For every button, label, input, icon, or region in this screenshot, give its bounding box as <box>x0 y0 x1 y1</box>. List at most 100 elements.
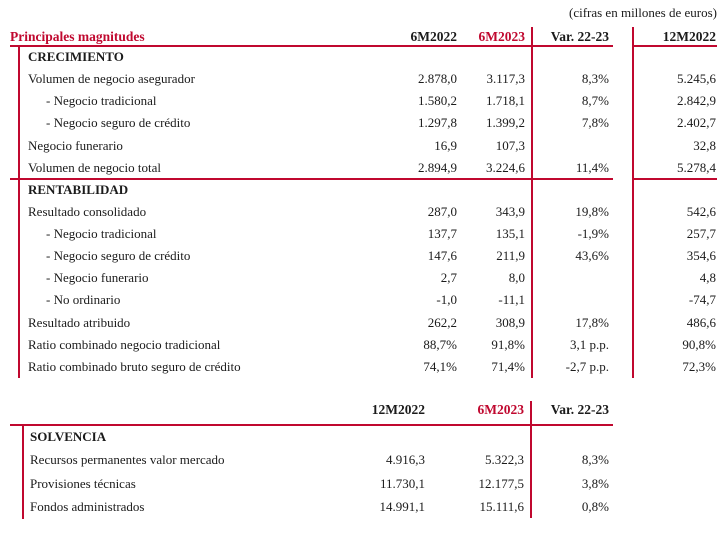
cell-6m2023: 8,0 <box>508 270 525 286</box>
cell-6m2023: 343,9 <box>495 203 525 219</box>
cell-12m2022: 2.402,7 <box>677 115 716 131</box>
cell-12m2022: 32,8 <box>693 137 716 153</box>
cell-6m2023: 107,3 <box>495 137 525 153</box>
cell-var: 43,6% <box>575 248 609 264</box>
table1-12m-divider <box>632 27 634 378</box>
cell-6m2023: 5.322,3 <box>485 452 524 468</box>
table2-header-rule <box>10 424 613 426</box>
row-label: Recursos permanentes valor mercado <box>30 452 225 468</box>
cell-12m2022: 257,7 <box>686 226 716 241</box>
cell-6m2023: 91,8% <box>491 336 525 352</box>
table1-col-6m2022: 6M2022 <box>410 29 458 44</box>
cell-6m2023: 15.111,6 <box>479 498 524 514</box>
cell-var: 19,8% <box>575 203 609 219</box>
row-label: - No ordinario <box>46 292 121 308</box>
cell-6m2023: -11,1 <box>498 292 525 308</box>
section-label: CRECIMIENTO <box>28 49 124 64</box>
cell-var: 17,8% <box>575 314 609 330</box>
row-label: Fondos administrados <box>30 498 145 514</box>
cell-12m2022: 5.245,6 <box>677 71 716 87</box>
row-label: - Negocio seguro de crédito <box>46 115 191 131</box>
cell-6m2022: 147,6 <box>427 248 457 264</box>
cell-var: 8,7% <box>581 93 609 109</box>
table-row: Ratio combinado bruto seguro de crédito … <box>0 356 721 378</box>
table1-total-rule <box>10 178 613 180</box>
row-label: Negocio funerario <box>28 137 123 153</box>
section-label: RENTABILIDAD <box>28 181 129 197</box>
table-row: - Negocio seguro de crédito 147,6 211,9 … <box>0 245 721 267</box>
table1-col-6m2023: 6M2023 <box>478 29 526 44</box>
table1-total-rule-right <box>632 178 717 180</box>
row-label: Resultado consolidado <box>28 203 147 219</box>
table-row: Recursos permanentes valor mercado 4.916… <box>0 448 721 471</box>
cell-6m2022: 2.894,9 <box>418 159 457 175</box>
table1-header-rule-right <box>632 44 717 47</box>
cell-6m2023: 1.399,2 <box>486 115 525 131</box>
cell-12m2022: 90,8% <box>682 336 716 352</box>
table-row: Resultado atribuido 262,2 308,9 17,8% 48… <box>0 312 721 334</box>
cell-6m2022: -1,0 <box>436 292 457 308</box>
table2-body: SOLVENCIA Recursos permanentes valor mer… <box>0 425 721 518</box>
table-row: Fondos administrados 14.991,1 15.111,6 0… <box>0 495 721 518</box>
row-label: - Negocio seguro de crédito <box>46 248 191 264</box>
section-label: SOLVENCIA <box>30 429 107 444</box>
table-row: Negocio funerario 16,9 107,3 32,8 <box>0 135 721 157</box>
table-row: RENTABILIDAD <box>0 179 721 201</box>
table-row: CRECIMIENTO <box>0 46 721 68</box>
row-label: Provisiones técnicas <box>30 475 136 491</box>
row-label: - Negocio tradicional <box>46 226 157 241</box>
table-row: - Negocio funerario 2,7 8,0 4,8 <box>0 267 721 289</box>
cell-6m2023: 71,4% <box>491 358 525 374</box>
cell-var: 11,4% <box>575 159 609 175</box>
cell-6m2022: 1.580,2 <box>418 93 457 109</box>
table-row: - Negocio tradicional 1.580,2 1.718,1 8,… <box>0 90 721 112</box>
table2-col-12m2022: 12M2022 <box>371 402 425 417</box>
cell-6m2022: 74,1% <box>423 358 457 374</box>
table1-header-rule <box>10 44 613 47</box>
row-label: - Negocio funerario <box>46 270 149 286</box>
table-row: Ratio combinado negocio tradicional 88,7… <box>0 334 721 356</box>
row-label: Volumen de negocio total <box>28 159 161 175</box>
cell-6m2023: 1.718,1 <box>486 93 525 109</box>
cell-6m2022: 2,7 <box>440 270 457 286</box>
cell-var: -1,9% <box>577 226 609 241</box>
cell-6m2022: 88,7% <box>423 336 457 352</box>
cell-6m2023: 3.117,3 <box>486 71 525 87</box>
cell-6m2023: 211,9 <box>496 248 525 264</box>
table-row: Resultado consolidado 287,0 343,9 19,8% … <box>0 201 721 223</box>
cell-var: 3,8% <box>581 475 609 491</box>
row-label: Resultado atribuido <box>28 314 131 330</box>
cell-6m2022: 287,0 <box>427 203 457 219</box>
table1-col-12m2022: 12M2022 <box>662 29 716 44</box>
cell-12m2022: 14.991,1 <box>379 498 426 514</box>
table-row: Volumen de negocio total 2.894,9 3.224,6… <box>0 157 721 179</box>
cell-var: -2,7 p.p. <box>565 358 609 374</box>
cell-12m2022: -74,7 <box>688 292 716 308</box>
cell-12m2022: 11.730,1 <box>379 475 425 491</box>
table1-title: Principales magnitudes <box>10 29 145 44</box>
table-row: - No ordinario -1,0 -11,1 -74,7 <box>0 289 721 311</box>
cell-var: 0,8% <box>581 498 609 514</box>
table1-var-divider <box>531 27 533 378</box>
table-row: Provisiones técnicas 11.730,1 12.177,5 3… <box>0 472 721 495</box>
cell-6m2022: 1.297,8 <box>418 115 457 131</box>
table2-col-var: Var. 22-23 <box>550 402 609 417</box>
table1-col-var: Var. 22-23 <box>550 29 609 44</box>
row-label: Ratio combinado negocio tradicional <box>28 336 221 352</box>
table2-left-rule <box>22 425 24 519</box>
cell-6m2022: 16,9 <box>434 137 457 153</box>
table1-left-rule <box>18 46 20 378</box>
table2-var-divider <box>530 401 532 518</box>
table-row: - Negocio seguro de crédito 1.297,8 1.39… <box>0 112 721 134</box>
cell-6m2022: 262,2 <box>427 314 457 330</box>
cell-var: 8,3% <box>581 452 609 468</box>
cell-6m2022: 137,7 <box>427 226 457 241</box>
table-row: SOLVENCIA <box>0 425 721 448</box>
row-label: - Negocio tradicional <box>46 93 157 109</box>
table-row: Volumen de negocio asegurador 2.878,0 3.… <box>0 68 721 90</box>
cell-6m2022: 2.878,0 <box>418 71 457 87</box>
table-row: - Negocio tradicional 137,7 135,1 -1,9% … <box>0 223 721 245</box>
cell-12m2022: 542,6 <box>686 203 716 219</box>
row-label: Volumen de negocio asegurador <box>28 71 195 87</box>
row-label: Ratio combinado bruto seguro de crédito <box>28 358 241 374</box>
